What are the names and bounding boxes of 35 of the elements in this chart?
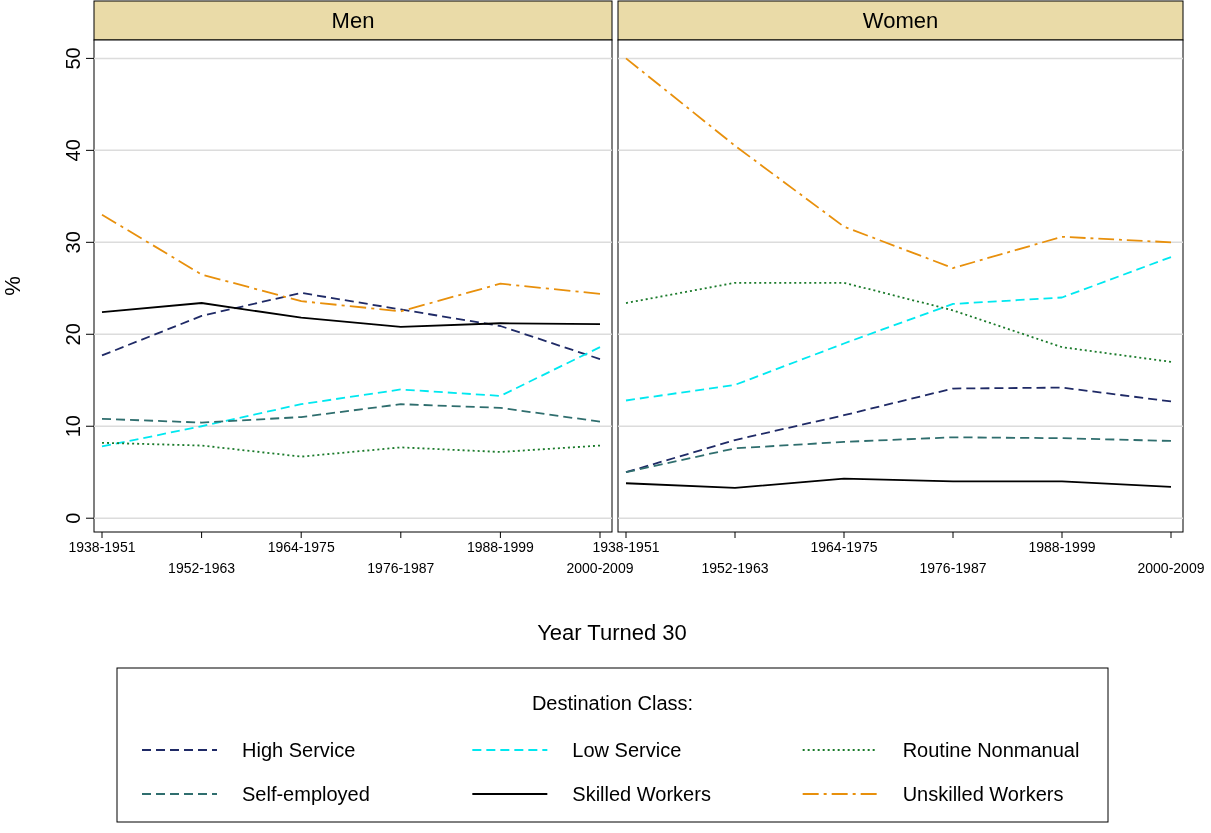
legend-label: Skilled Workers — [572, 783, 711, 805]
x-tick-label: 1976-1987 — [367, 560, 435, 576]
x-tick-label: 1952-1963 — [168, 560, 236, 576]
chart-title: Women — [862, 8, 939, 33]
x-tick-label: 1988-1999 — [1028, 539, 1096, 555]
line-series — [101, 302, 601, 328]
y-axis-title: % — [0, 276, 25, 296]
legend-label: Self-employed — [242, 783, 370, 805]
y-tick-label: 30 — [62, 231, 84, 254]
legend-title: Destination Class: — [531, 692, 694, 714]
chart-title: Men — [331, 8, 375, 33]
line-series — [101, 441, 601, 458]
legend-label: Routine Nonmanual — [902, 739, 1080, 761]
y-tick-label: 20 — [62, 323, 84, 346]
x-axis-title: Year Turned 30 — [537, 620, 687, 645]
line-series — [101, 292, 601, 361]
x-tick-label: 2000-2009 — [1137, 560, 1205, 576]
y-tick-label: 10 — [62, 415, 84, 438]
line-series — [101, 403, 601, 424]
x-tick-label: 1988-1999 — [466, 539, 535, 555]
x-tick-label: 1976-1987 — [919, 560, 987, 576]
x-tick-label: 1938-1951 — [592, 539, 660, 555]
y-tick-label: 50 — [62, 47, 84, 70]
x-tick-label: 1964-1975 — [267, 539, 335, 555]
y-tick-label: 40 — [62, 139, 84, 162]
line-series — [101, 213, 601, 313]
y-tick-label: 0 — [62, 512, 84, 524]
x-tick-label: 1964-1975 — [810, 539, 878, 555]
legend-label: Unskilled Workers — [902, 783, 1064, 805]
x-tick-label: 1952-1963 — [701, 560, 769, 576]
legend-label: High Service — [242, 739, 356, 761]
line-series — [101, 346, 601, 448]
x-tick-label: 1938-1951 — [68, 539, 136, 555]
x-tick-label: 2000-2009 — [566, 560, 634, 576]
legend-label: Low Service — [572, 739, 682, 761]
